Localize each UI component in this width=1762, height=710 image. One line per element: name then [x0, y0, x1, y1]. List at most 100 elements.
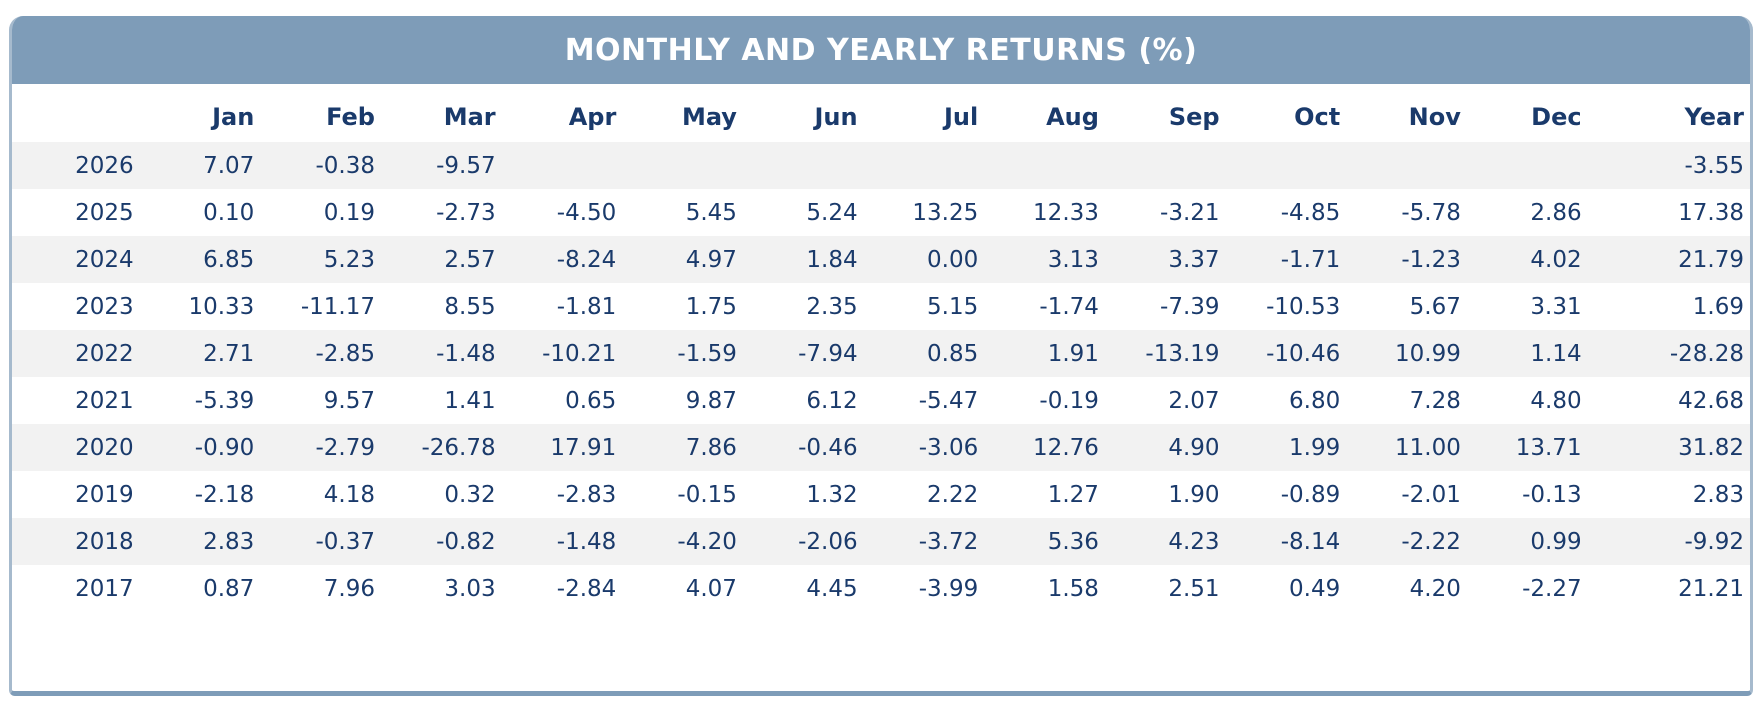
cell-2025-oct: -4.85: [1280, 199, 1341, 226]
cell-2020-jun: -0.46: [798, 434, 858, 461]
table-row-2025: 2025 0.10 0.19 -2.73 -4.50 5.45 5.24 13.25 12.33…: [12, 189, 1750, 236]
cell-2022-jul: 0.85: [927, 340, 979, 367]
row-year-label: 2019: [75, 481, 134, 508]
cell-2025-jul: 13.25: [912, 199, 979, 226]
table-row-2026: 2026 7.07 -0.38 -9.57 -3.55: [12, 142, 1750, 189]
cell-2025-sep: -3.21: [1160, 199, 1220, 226]
cell-2019-may: -0.15: [677, 481, 737, 508]
cell-2020-feb: -2.79: [315, 434, 375, 461]
column-header-jun: Jun: [814, 103, 858, 131]
cell-2022-year-total: -28.28: [1669, 340, 1744, 367]
column-header-oct: Oct: [1294, 103, 1341, 131]
cell-2025-may: 5.45: [685, 199, 737, 226]
table-row-2019: 2019 -2.18 4.18 0.32 -2.83 -0.15 1.32 2.22 1.27 1…: [12, 471, 1750, 518]
table-body: 2026 7.07 -0.38 -9.57 -3.55 2025 0.10 0.19 -2.73…: [12, 142, 1750, 612]
cell-2025-apr: -4.50: [556, 199, 617, 226]
monthly-returns-table: Jan Feb Mar Apr May Jun Jul Aug Sep Oct Nov Dec Year…: [12, 92, 1750, 612]
row-year-label: 2023: [75, 293, 134, 320]
column-header-year: Year: [1684, 103, 1744, 131]
cell-2026-feb: -0.38: [315, 152, 375, 179]
cell-2024-year-total: 21.79: [1678, 246, 1744, 273]
cell-2026-oct: [1226, 142, 1347, 189]
cell-2022-sep: -13.19: [1145, 340, 1220, 367]
cell-2018-dec: 0.99: [1530, 528, 1582, 555]
row-year-label: 2024: [75, 246, 134, 273]
cell-2024-aug: 3.13: [1047, 246, 1099, 273]
column-header-nov: Nov: [1408, 103, 1461, 131]
column-header-aug: Aug: [1046, 103, 1099, 131]
cell-2017-aug: 1.58: [1047, 575, 1099, 602]
cell-2026-may: [622, 142, 743, 189]
table-row-2022: 2022 2.71 -2.85 -1.48 -10.21 -1.59 -7.94 0.85 1.…: [12, 330, 1750, 377]
cell-2021-oct: 6.80: [1289, 387, 1341, 414]
cell-2019-mar: 0.32: [444, 481, 496, 508]
table-row-2024: 2024 6.85 5.23 2.57 -8.24 4.97 1.84 0.00 3.13 3.3…: [12, 236, 1750, 283]
cell-2020-mar: -26.78: [421, 434, 496, 461]
cell-2026-dec: [1467, 142, 1588, 189]
cell-2021-jul: -5.47: [918, 387, 979, 414]
cell-2018-oct: -8.14: [1280, 528, 1341, 555]
cell-2025-mar: -2.73: [436, 199, 496, 226]
cell-2018-aug: 5.36: [1047, 528, 1099, 555]
table-row-2017: 2017 0.87 7.96 3.03 -2.84 4.07 4.45 -3.99 1.58 2.…: [12, 565, 1750, 612]
cell-2020-aug: 12.76: [1033, 434, 1099, 461]
cell-2023-may: 1.75: [685, 293, 737, 320]
cell-2025-feb: 0.19: [323, 199, 375, 226]
cell-2026-jul: [864, 142, 985, 189]
returns-table-card: MONTHLY AND YEARLY RETURNS (%) Jan Feb Mar…: [9, 16, 1753, 696]
cell-2024-feb: 5.23: [323, 246, 375, 273]
cell-2026-nov: [1346, 142, 1467, 189]
cell-2022-nov: 10.99: [1395, 340, 1461, 367]
cell-2020-year-total: 31.82: [1678, 434, 1744, 461]
cell-2020-may: 7.86: [685, 434, 737, 461]
cell-2017-mar: 3.03: [444, 575, 496, 602]
cell-2024-apr: -8.24: [556, 246, 617, 273]
row-year-label: 2026: [75, 152, 134, 179]
table-header-bar: MONTHLY AND YEARLY RETURNS (%): [12, 16, 1750, 84]
cell-2018-jul: -3.72: [918, 528, 979, 555]
cell-2017-jan: 0.87: [203, 575, 255, 602]
cell-2022-feb: -2.85: [315, 340, 375, 367]
cell-2019-jun: 1.32: [806, 481, 858, 508]
cell-2021-year-total: 42.68: [1678, 387, 1744, 414]
cell-2017-year-total: 21.21: [1678, 575, 1744, 602]
table-row-2021: 2021 -5.39 9.57 1.41 0.65 9.87 6.12 -5.47 -0.19 2…: [12, 377, 1750, 424]
column-header-apr: Apr: [568, 103, 617, 131]
cell-2023-dec: 3.31: [1530, 293, 1582, 320]
cell-2024-nov: -1.23: [1401, 246, 1461, 273]
cell-2023-jan: 10.33: [188, 293, 255, 320]
cell-2019-aug: 1.27: [1047, 481, 1099, 508]
cell-2021-sep: 2.07: [1168, 387, 1220, 414]
column-header-jul: Jul: [944, 103, 979, 131]
cell-2017-feb: 7.96: [323, 575, 375, 602]
cell-2022-jun: -7.94: [798, 340, 858, 367]
column-header-feb: Feb: [326, 103, 375, 131]
cell-2022-jan: 2.71: [203, 340, 255, 367]
table-row-2018: 2018 2.83 -0.37 -0.82 -1.48 -4.20 -2.06 -3.72 5.…: [12, 518, 1750, 565]
cell-2018-year-total: -9.92: [1684, 528, 1744, 555]
cell-2022-oct: -10.46: [1266, 340, 1341, 367]
cell-2023-sep: -7.39: [1160, 293, 1220, 320]
cell-2018-mar: -0.82: [436, 528, 496, 555]
row-year-label: 2017: [75, 575, 134, 602]
cell-2019-sep: 1.90: [1168, 481, 1220, 508]
cell-2021-jan: -5.39: [194, 387, 255, 414]
cell-2026-jun: [743, 142, 864, 189]
cell-2024-dec: 4.02: [1530, 246, 1582, 273]
cell-2024-jan: 6.85: [203, 246, 255, 273]
cell-2026-mar: -9.57: [436, 152, 496, 179]
cell-2018-nov: -2.22: [1401, 528, 1461, 555]
cell-2023-nov: 5.67: [1409, 293, 1461, 320]
cell-2021-may: 9.87: [685, 387, 737, 414]
row-year-label: 2022: [75, 340, 134, 367]
column-header-may: May: [681, 103, 737, 131]
corner-cell: [12, 92, 140, 142]
cell-2021-aug: -0.19: [1039, 387, 1099, 414]
cell-2023-apr: -1.81: [556, 293, 617, 320]
cell-2026-sep: [1105, 142, 1226, 189]
table-row-2020: 2020 -0.90 -2.79 -26.78 17.91 7.86 -0.46 -3.06 1…: [12, 424, 1750, 471]
cell-2019-oct: -0.89: [1280, 481, 1341, 508]
cell-2022-aug: 1.91: [1047, 340, 1099, 367]
cell-2023-jun: 2.35: [806, 293, 858, 320]
cell-2023-oct: -10.53: [1266, 293, 1341, 320]
